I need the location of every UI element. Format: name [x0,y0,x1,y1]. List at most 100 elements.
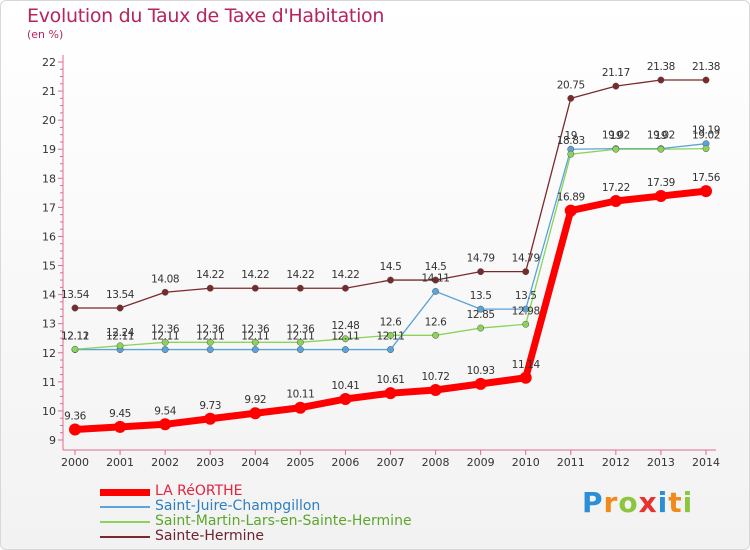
data-label: 14.22 [286,269,314,281]
data-label: 10.11 [286,389,314,401]
y-tick-label: 9 [49,434,56,447]
data-point [612,82,620,90]
data-label: 19 [610,130,623,142]
data-point [387,346,394,354]
data-point [522,305,530,313]
x-tick-label: 2010 [512,456,540,469]
data-label: 9.92 [244,394,266,406]
data-point [384,387,397,400]
data-point [251,346,259,354]
data-point [387,276,394,284]
data-label: 9.73 [199,400,221,412]
x-tick-label: 2000 [61,456,89,469]
data-point [114,420,127,433]
data-label: 13.54 [61,289,90,301]
data-label: 12.48 [331,320,359,332]
data-point [702,145,710,153]
data-label: 9.45 [109,408,131,420]
data-label: 17.22 [602,182,630,194]
data-point [159,418,172,431]
data-point [522,268,530,276]
data-point [477,324,485,332]
data-point [206,338,214,346]
data-label: 12.85 [467,309,495,321]
data-point [474,377,487,390]
data-point [339,393,352,406]
logo-letter: i [657,486,669,519]
logo-letter: P [582,486,604,519]
data-label: 10.72 [422,371,450,383]
data-label: 12.11 [331,331,359,343]
data-label: 19.02 [647,130,675,142]
y-tick-label: 22 [42,56,56,69]
data-point [206,346,214,354]
data-label: 13.5 [515,290,537,302]
data-point [204,412,217,425]
data-point [657,76,665,84]
data-label: 12.12 [61,330,89,342]
data-label: 12.11 [376,331,404,343]
legend-label: Sainte-Hermine [155,528,265,544]
data-label: 12.36 [151,323,180,335]
y-tick-label: 20 [42,114,56,127]
y-tick-label: 14 [42,289,56,302]
legend-label: LA RéORTHE [155,483,243,499]
data-point [161,288,169,296]
data-label: 14.5 [380,261,402,273]
data-label: 10.93 [467,365,495,377]
logo-letter: x [638,486,658,519]
proxiti-logo: Proxiti [582,486,693,519]
x-tick-label: 2014 [692,456,720,469]
data-point [71,304,79,312]
data-label: 11.14 [512,359,541,371]
x-tick-label: 2003 [196,456,224,469]
legend-label: Saint-Martin-Lars-en-Sainte-Hermine [155,513,412,529]
x-tick-label: 2006 [331,456,359,469]
data-label: 12.36 [241,323,270,335]
data-point [654,190,667,203]
x-tick-label: 2001 [106,456,134,469]
data-label: 13.54 [106,289,135,301]
data-label: 19.02 [602,130,630,142]
y-tick-label: 11 [42,376,56,389]
y-tick-label: 19 [42,143,56,156]
logo-letter: t [668,486,683,519]
data-label: 14.22 [241,269,269,281]
data-label: 19.02 [692,130,720,142]
data-point [432,331,440,339]
data-label: 19 [655,130,668,142]
data-label: 12.6 [425,316,447,328]
data-label: 21.17 [602,67,630,79]
data-label: 21.38 [692,61,720,73]
data-point [341,284,349,292]
data-point [341,335,349,343]
legend-swatch [100,488,150,496]
data-point [519,371,532,384]
data-point [116,304,124,312]
data-point [522,320,530,328]
legend-swatch [100,536,150,538]
data-point [612,145,620,153]
data-point [341,346,349,354]
data-point [296,338,304,346]
legend-swatch [100,506,150,508]
data-point [564,204,577,217]
data-label: 12.11 [196,331,224,343]
data-point [249,407,262,420]
y-tick-label: 13 [42,318,56,331]
data-label: 21.38 [647,61,675,73]
y-tick-label: 16 [42,230,56,243]
x-tick-label: 2013 [647,456,675,469]
x-tick-label: 2012 [602,456,630,469]
data-label: 14.5 [425,261,447,273]
data-label: 17.56 [692,172,721,184]
data-point [161,346,169,354]
data-point [700,185,712,198]
data-label: 12.98 [512,305,540,317]
data-point [251,284,259,292]
x-tick-label: 2004 [241,456,269,469]
data-label: 12.36 [196,323,225,335]
data-point [657,145,665,153]
x-tick-label: 2005 [286,456,314,469]
